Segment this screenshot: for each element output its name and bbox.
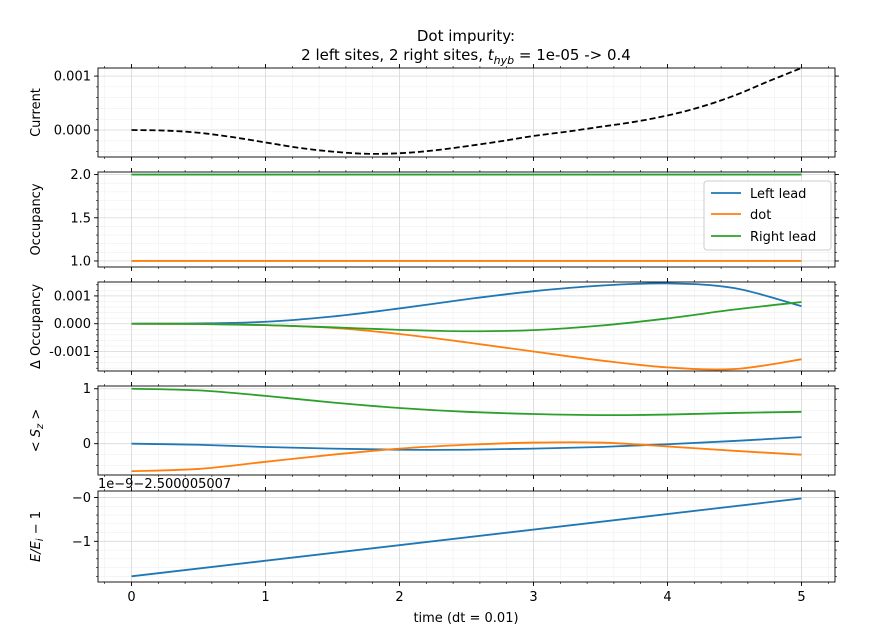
chart-title-line2: 2 left sites, 2 right sites, thyb = 1e-0… bbox=[301, 46, 631, 67]
grid-2 bbox=[98, 282, 835, 371]
axis-offset-text: 1e−9−2.500005007 bbox=[98, 477, 231, 492]
series-line-left-4 bbox=[131, 497, 802, 578]
y-axis-label-2: Δ Occupancy bbox=[29, 284, 44, 369]
y-tick-label: 0.001 bbox=[54, 289, 91, 304]
series-line-dot-3 bbox=[131, 441, 802, 473]
grid-4 bbox=[98, 491, 835, 582]
panel-occupancy: 1.0 1.5 2.0 Occupancy bbox=[29, 168, 839, 271]
y-tick-label: -0.001 bbox=[49, 345, 91, 360]
legend: Left lead dot Right lead bbox=[703, 180, 832, 251]
y-axis-label-1: Occupancy bbox=[29, 183, 44, 255]
series-line-left-3 bbox=[131, 436, 802, 451]
y-tick-label: −0 bbox=[72, 491, 91, 506]
y-axis-label-0: Current bbox=[29, 88, 44, 137]
x-tick-label: 1 bbox=[261, 590, 269, 605]
y-tick-label: 0.001 bbox=[54, 70, 91, 85]
x-tick-label: 4 bbox=[663, 590, 671, 605]
y-tick-label: 2.0 bbox=[70, 168, 91, 183]
legend-label-dot: dot bbox=[750, 208, 771, 223]
y-tick-label: 0.000 bbox=[54, 317, 91, 332]
y-tick-label: 1.0 bbox=[70, 254, 91, 269]
x-tick-label: 0 bbox=[127, 590, 135, 605]
panel-delta-occupancy: -0.001 0.000 0.001 Δ Occupancy bbox=[29, 278, 839, 375]
axes-frame-0 bbox=[97, 67, 836, 158]
x-tick-label: 5 bbox=[797, 590, 805, 605]
x-tick-label: 2 bbox=[395, 590, 403, 605]
axes-frame-3 bbox=[97, 385, 836, 476]
chart-title-line1: Dot impurity: bbox=[417, 27, 515, 45]
y-tick-label: 1.5 bbox=[70, 211, 91, 226]
x-tick-label: 3 bbox=[529, 590, 537, 605]
axes-frame-1 bbox=[97, 171, 836, 268]
series-line-right-3 bbox=[131, 387, 802, 417]
axes-frame-2 bbox=[97, 281, 836, 372]
legend-label-right-lead: Right lead bbox=[750, 230, 816, 245]
y-tick-label: 0.000 bbox=[54, 124, 91, 139]
grid-0 bbox=[98, 68, 835, 157]
axes-frame-4 bbox=[97, 490, 836, 583]
panel-sz: 0 1 < Sz > bbox=[29, 382, 839, 479]
legend-frame bbox=[703, 180, 832, 251]
panel-energy: 0 1 2 3 4 5 −1 −0 E/Ei − 1 1e−9−2.500005007 bbox=[29, 477, 839, 605]
y-axis-label-3: < Sz > bbox=[29, 409, 46, 453]
grid-3 bbox=[98, 386, 835, 475]
series-line-current-0 bbox=[131, 67, 802, 155]
y-axis-label-4: E/Ei − 1 bbox=[29, 511, 46, 562]
y-tick-label: 0 bbox=[83, 437, 91, 452]
y-tick-label: 1 bbox=[83, 382, 91, 397]
legend-label-left-lead: Left lead bbox=[750, 187, 806, 202]
series-line-right-2 bbox=[131, 301, 802, 333]
panel-current: 0.000 0.001 Current bbox=[29, 64, 839, 161]
y-tick-label: −1 bbox=[72, 535, 91, 550]
x-axis-label: time (dt = 0.01) bbox=[413, 611, 518, 626]
series-line-left-2 bbox=[131, 282, 802, 325]
